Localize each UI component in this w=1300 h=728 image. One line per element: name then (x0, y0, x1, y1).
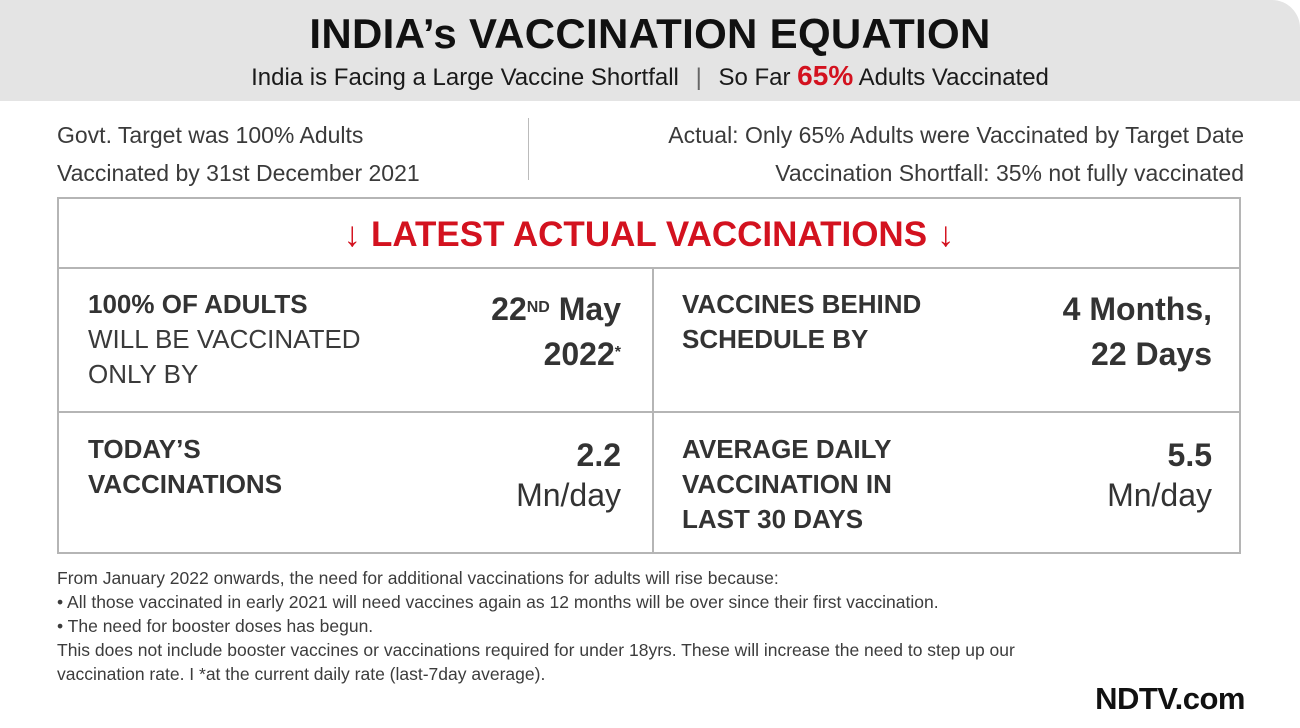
note-line: vaccination rate. I *at the current dail… (57, 664, 546, 684)
target-line-2: Vaccinated by 31st December 2021 (57, 160, 420, 186)
behind-schedule-value: 4 Months, 22 Days (1062, 291, 1212, 372)
info-divider (528, 118, 529, 180)
page-subtitle: India is Facing a Large Vaccine Shortfal… (0, 60, 1300, 92)
brand-logo: NDTV.com (1095, 681, 1245, 716)
target-info: Govt. Target was 100% Adults Vaccinated … (57, 116, 517, 192)
panel-heading-text: LATEST ACTUAL VACCINATIONS (370, 215, 928, 254)
latest-vaccinations-panel: ↓ LATEST ACTUAL VACCINATIONS ↓ 100% OF ADU… (57, 197, 1241, 554)
down-arrow-icon: ↓ (937, 215, 955, 254)
actual-line-1: Actual: Only 65% Adults were Vaccinated … (668, 122, 1244, 148)
panel-heading: ↓ LATEST ACTUAL VACCINATIONS ↓ (59, 199, 1239, 269)
completion-date-label: 100% OF ADULTS WILL BE VACCINATED ONLY B… (88, 289, 361, 389)
average-daily-value: 5.5 Mn/day (1107, 437, 1212, 513)
footnotes: From January 2022 onwards, the need for … (57, 566, 1247, 686)
note-line: This does not include booster vaccines o… (57, 640, 1015, 660)
subtitle-right-suffix: Adults Vaccinated (858, 64, 1049, 91)
todays-vaccinations-value: 2.2 Mn/day (516, 437, 621, 513)
note-line: • All those vaccinated in early 2021 wil… (57, 592, 939, 612)
completion-date-value: 22ND May 2022* (491, 291, 621, 372)
note-line: • The need for booster doses has begun. (57, 616, 374, 636)
header-banner: INDIA’s VACCINATION EQUATION India is Fa… (0, 0, 1300, 101)
page-title: INDIA’s VACCINATION EQUATION (309, 10, 991, 57)
vaccinated-percent: 65% (797, 60, 854, 91)
note-line: From January 2022 onwards, the need for … (57, 568, 779, 588)
panel-horizontal-divider (59, 411, 1239, 413)
target-line-1: Govt. Target was 100% Adults (57, 122, 364, 148)
actual-line-2: Vaccination Shortfall: 35% not fully vac… (775, 160, 1244, 186)
behind-schedule-label: VACCINES BEHIND SCHEDULE BY (682, 289, 922, 354)
down-arrow-icon: ↓ (343, 215, 361, 254)
actual-info: Actual: Only 65% Adults were Vaccinated … (544, 116, 1244, 192)
subtitle-left: India is Facing a Large Vaccine Shortfal… (251, 64, 679, 91)
average-daily-label: AVERAGE DAILY VACCINATION IN LAST 30 DAY… (682, 434, 892, 534)
subtitle-separator: | (695, 64, 702, 91)
subtitle-right-prefix: So Far (718, 64, 791, 91)
todays-vaccinations-label: TODAY’S VACCINATIONS (88, 434, 283, 499)
